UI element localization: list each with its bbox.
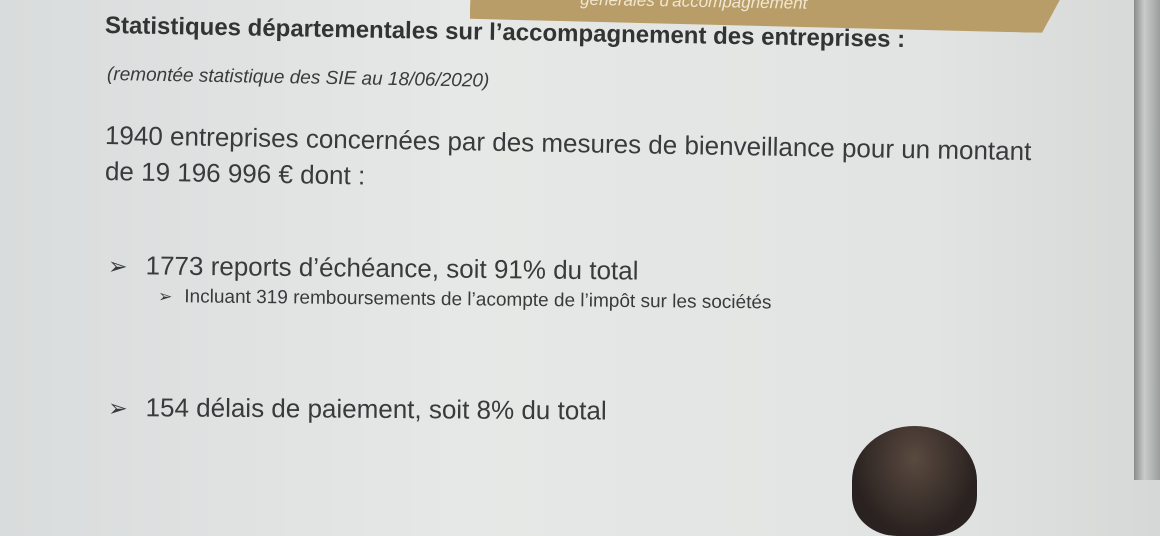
bullet-delais: ➢ 154 délais de paiement, soit 8% du tota… bbox=[108, 392, 607, 426]
sub-bullet-acompte: ➢ Incluant 319 remboursements de l’acompt… bbox=[158, 286, 772, 314]
bullet-text: 154 délais de paiement, soit 8% du total bbox=[145, 392, 607, 426]
arrow-bullet-icon: ➢ bbox=[107, 395, 128, 422]
arrow-bullet-icon: ➢ bbox=[107, 253, 128, 280]
bullet-reports: ➢ 1773 reports d’échéance, soit 91% du to… bbox=[108, 250, 639, 287]
banner-text: générales d'accompagnement bbox=[580, 0, 808, 13]
screen-frame bbox=[1134, 0, 1160, 480]
bullet-text: 1773 reports d’échéance, soit 91% du tot… bbox=[145, 250, 639, 286]
slide-subtitle: (remontée statistique des SIE au 18/06/2… bbox=[106, 64, 490, 92]
bullet-text: Incluant 319 remboursements de l’acompte… bbox=[184, 286, 772, 314]
intro-line-2: de 19 196 996 € dont : bbox=[104, 156, 366, 191]
arrow-bullet-icon: ➢ bbox=[157, 287, 173, 307]
audience-head bbox=[852, 426, 977, 536]
